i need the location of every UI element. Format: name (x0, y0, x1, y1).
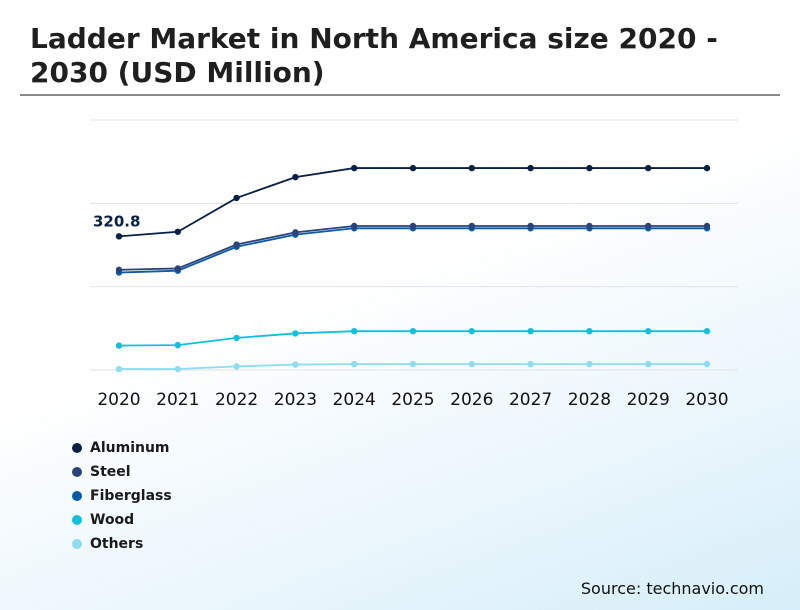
legend-item-aluminum: Aluminum (72, 436, 172, 460)
point-wood-2024 (351, 327, 358, 335)
x-tick-label: 2022 (215, 390, 258, 410)
point-aluminum-2023 (292, 173, 299, 181)
legend-marker (72, 515, 82, 525)
legend-item-steel: Steel (72, 460, 172, 484)
chart-title: Ladder Market in North America size 2020… (30, 22, 718, 89)
point-steel-2024 (351, 222, 358, 230)
point-aluminum-2026 (468, 164, 475, 172)
point-wood-2021 (174, 341, 181, 349)
legend-label: Others (90, 536, 144, 552)
point-aluminum-2022 (233, 194, 240, 202)
point-wood-2029 (645, 327, 652, 335)
legend-item-fiberglass: Fiberglass (72, 484, 172, 508)
point-steel-2025 (409, 222, 417, 230)
point-others-2022 (233, 363, 240, 370)
x-tick-label: 2026 (450, 390, 493, 410)
point-aluminum-2024 (351, 164, 358, 172)
point-others-2020 (115, 365, 123, 373)
x-tick-label: 2023 (274, 390, 317, 410)
x-tick-label: 2029 (627, 390, 670, 410)
grid-lines (90, 119, 738, 371)
point-steel-2023 (292, 229, 299, 236)
point-steel-2020 (115, 266, 123, 274)
data-label: 320.8 (93, 212, 140, 230)
point-steel-2026 (468, 222, 475, 230)
legend-marker (72, 467, 82, 477)
point-steel-2027 (527, 222, 534, 230)
legend-marker (72, 443, 82, 453)
line-chart: 2020 2021 2022 2023 2024 2025 2026 2027 2028 2029… (90, 119, 738, 410)
legend-label: Aluminum (90, 440, 170, 456)
point-steel-2029 (645, 222, 652, 230)
point-aluminum-2030 (703, 164, 711, 172)
point-others-2025 (409, 360, 417, 368)
legend-label: Steel (90, 464, 131, 480)
point-steel-2021 (174, 265, 181, 272)
title-divider (20, 94, 780, 96)
point-aluminum-2028 (586, 164, 593, 172)
legend-item-wood: Wood (72, 508, 172, 532)
legend-marker (72, 539, 82, 549)
point-wood-2022 (233, 334, 240, 342)
x-tick-label: 2028 (568, 390, 611, 410)
point-others-2029 (645, 360, 652, 368)
x-tick-label: 2025 (391, 390, 434, 410)
point-others-2028 (586, 360, 593, 368)
point-steel-2028 (586, 222, 593, 230)
source-credit: Source: technavio.com (580, 579, 764, 598)
point-wood-2026 (468, 327, 475, 335)
point-others-2030 (703, 360, 711, 368)
series-line-steel (118, 225, 707, 271)
legend-item-others: Others (72, 532, 172, 556)
legend-label: Wood (90, 512, 135, 528)
point-wood-2020 (115, 342, 123, 349)
annotations: 320.8 (93, 212, 140, 230)
x-tick-label: 2020 (97, 390, 140, 410)
point-wood-2023 (292, 330, 299, 337)
point-aluminum-2027 (527, 164, 534, 172)
x-tick-label: 2024 (333, 390, 376, 410)
point-steel-2022 (233, 241, 240, 248)
point-wood-2027 (527, 327, 534, 335)
point-others-2026 (468, 360, 475, 368)
series-lines (115, 164, 711, 373)
point-steel-2030 (703, 222, 711, 230)
x-axis-ticks: 2020 2021 2022 2023 2024 2025 2026 2027 2028 2029… (97, 390, 728, 410)
point-aluminum-2029 (645, 164, 652, 172)
x-tick-label: 2027 (509, 390, 552, 410)
point-aluminum-2020 (115, 233, 123, 240)
point-aluminum-2021 (174, 228, 181, 235)
point-others-2027 (527, 360, 534, 368)
legend-label: Fiberglass (90, 488, 172, 504)
point-others-2024 (351, 360, 358, 368)
legend-marker (72, 491, 82, 501)
point-wood-2028 (586, 327, 593, 335)
point-wood-2030 (703, 327, 711, 335)
point-aluminum-2025 (409, 164, 417, 172)
point-others-2023 (292, 361, 299, 368)
legend: Aluminum Steel Fiberglass Wood Others (72, 436, 172, 556)
point-wood-2025 (409, 327, 417, 335)
series-line-fiberglass (118, 227, 707, 274)
x-tick-label: 2030 (685, 390, 728, 410)
point-others-2021 (174, 365, 181, 373)
x-tick-label: 2021 (156, 390, 199, 410)
